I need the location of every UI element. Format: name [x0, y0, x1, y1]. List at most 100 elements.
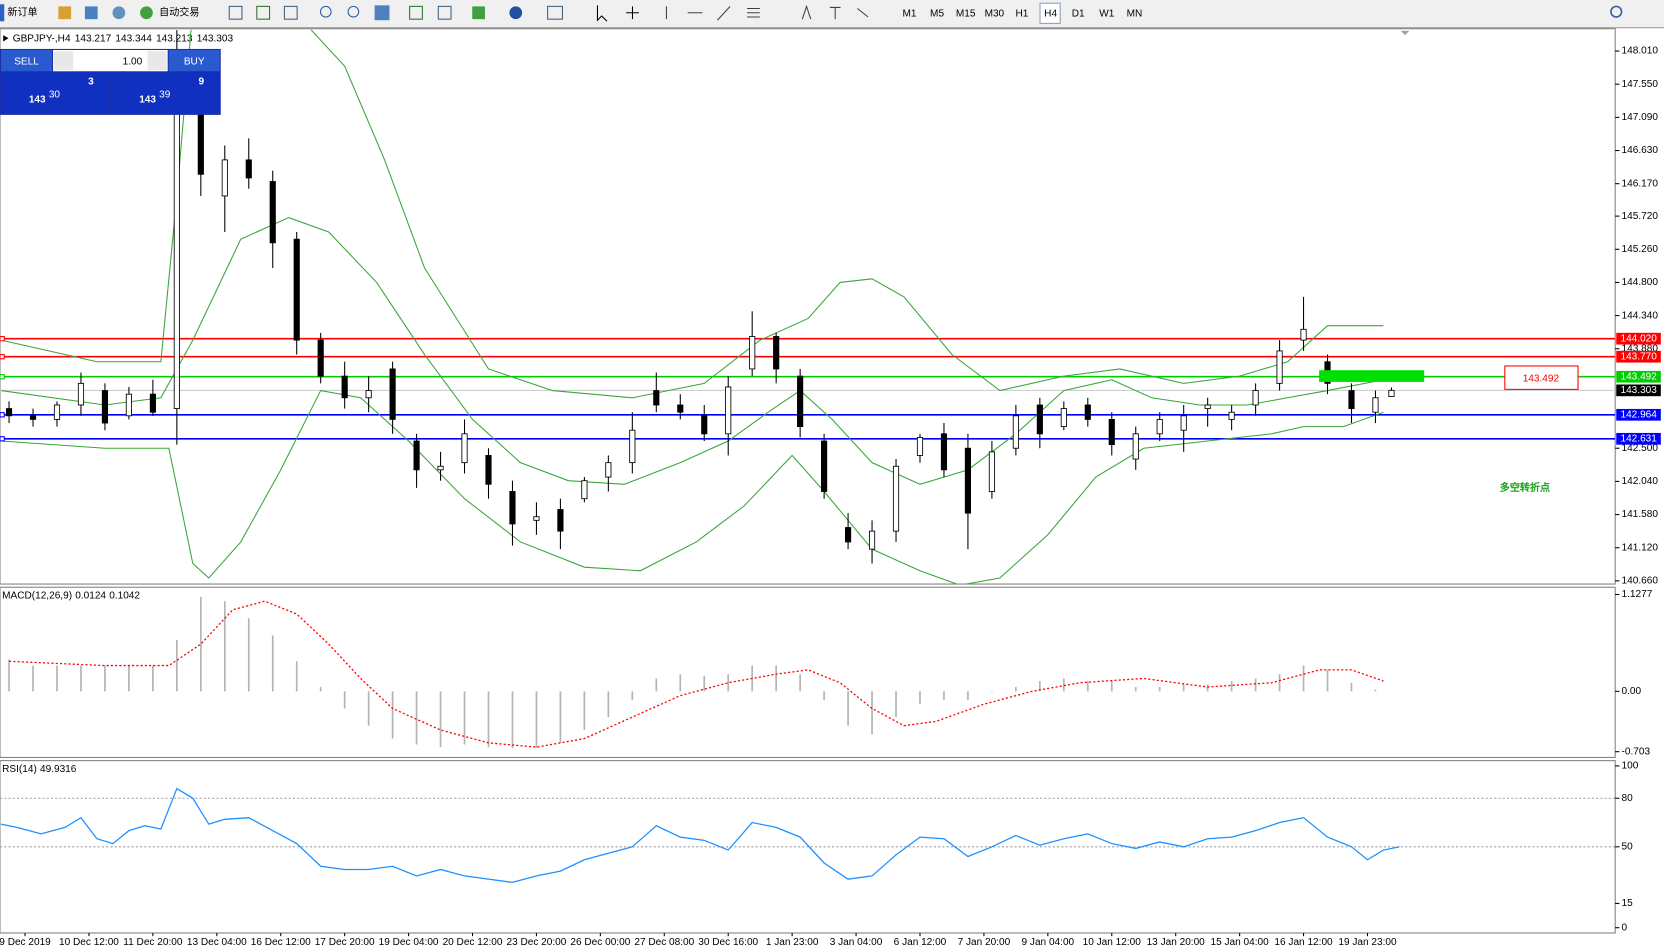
histogram-bar	[1158, 687, 1161, 692]
level-tag	[1616, 370, 1661, 383]
auto-trading-button[interactable]: 自动交易	[159, 5, 199, 18]
search-icon[interactable]	[1610, 5, 1623, 18]
candle-body	[485, 455, 492, 485]
icon[interactable]	[509, 6, 523, 20]
indicator-name: MACD(12,26,9)	[2, 590, 72, 601]
icon[interactable]	[596, 5, 608, 22]
histogram-bar	[1015, 687, 1017, 692]
histogram-bar	[1302, 665, 1305, 692]
x-tick-label: 16 Dec 12:00	[251, 937, 311, 948]
bid-box[interactable]	[2, 72, 110, 113]
histogram-bar	[1110, 681, 1113, 692]
y-tick-label: 143.880	[1622, 343, 1659, 354]
level-tag-label: 143.303	[1620, 385, 1657, 396]
icon[interactable]	[58, 6, 72, 20]
ask-main[interactable]: 39	[159, 89, 171, 100]
icon[interactable]	[547, 5, 563, 20]
y-tick-label: 147.090	[1622, 112, 1659, 123]
icon[interactable]	[140, 6, 153, 20]
candle-body	[677, 404, 684, 413]
icon[interactable]	[472, 6, 485, 20]
histogram-bar	[1062, 678, 1065, 692]
y-tick-label: 148.010	[1622, 46, 1659, 57]
ohlc-reading: 143.303	[197, 33, 234, 44]
x-tick-label: 17 Dec 20:00	[315, 937, 375, 948]
histogram-bar	[463, 691, 466, 745]
lots-field[interactable]	[53, 50, 168, 72]
candle-body	[509, 491, 516, 525]
level-tag	[1616, 332, 1661, 345]
icon[interactable]	[112, 6, 126, 20]
level-tag-label: 143.492	[1620, 371, 1657, 382]
candle-body	[964, 447, 972, 514]
x-tick-label: 6 Jan 12:00	[894, 937, 947, 948]
candle-body	[5, 408, 13, 417]
candle-body	[988, 451, 995, 492]
timeframe-button[interactable]: H4	[1044, 8, 1057, 19]
icon[interactable]	[409, 5, 423, 20]
new-order-button[interactable]: 新订单	[7, 5, 37, 18]
ask-box[interactable]	[112, 72, 220, 113]
lots-down[interactable]	[54, 51, 74, 71]
histogram-bar	[583, 691, 586, 730]
candle-body	[1012, 415, 1019, 449]
icon[interactable]	[84, 6, 98, 20]
timeframe-button[interactable]: MN	[1127, 8, 1143, 19]
histogram-bar	[823, 691, 825, 700]
candle-body	[389, 368, 396, 420]
bid-main[interactable]: 30	[49, 89, 61, 100]
timeframe-button[interactable]: M30	[985, 8, 1005, 19]
candle-body	[1300, 328, 1307, 341]
candle-body	[1180, 415, 1187, 431]
icon[interactable]	[801, 4, 869, 20]
candle-body	[557, 509, 564, 532]
level-handle	[0, 374, 5, 380]
icon[interactable]	[347, 5, 360, 18]
candle-body	[821, 440, 828, 492]
bid-small[interactable]: 3	[88, 77, 94, 88]
timeframe-button[interactable]: D1	[1072, 8, 1085, 19]
buy-label[interactable]: BUY	[184, 56, 205, 67]
x-tick-label: 20 Dec 12:00	[443, 937, 503, 948]
icon[interactable]	[374, 5, 390, 21]
candle-body	[245, 159, 252, 179]
candle-body	[341, 375, 348, 399]
candle-body	[1204, 404, 1211, 410]
timeframe-button[interactable]: M1	[902, 8, 916, 19]
candle-body	[797, 375, 804, 428]
price-box	[1504, 365, 1579, 390]
timeframe-button[interactable]: M5	[930, 8, 944, 19]
lots-value[interactable]: 1.00	[123, 56, 143, 67]
timeframe-button[interactable]: W1	[1099, 8, 1114, 19]
sell-button[interactable]	[1, 50, 52, 72]
histogram-bar	[319, 687, 322, 692]
icon[interactable]	[283, 5, 298, 20]
timeframe-button[interactable]: H1	[1016, 8, 1029, 19]
timeframe-button[interactable]: M15	[956, 8, 976, 19]
icon[interactable]	[256, 5, 271, 20]
shift-marker	[1400, 30, 1410, 36]
candle-body	[749, 336, 756, 370]
sell-label[interactable]: SELL	[14, 56, 39, 67]
icon[interactable]	[626, 6, 639, 20]
level-handle	[0, 336, 5, 342]
buy-button[interactable]	[168, 50, 220, 72]
y-tick-label: 147.550	[1622, 79, 1659, 90]
y-tick-label: 142.500	[1622, 443, 1659, 454]
icon[interactable]	[319, 5, 332, 18]
ask-big[interactable]: 143	[139, 95, 156, 106]
y-tick-label: 140.660	[1622, 576, 1659, 587]
candle-body	[1036, 404, 1043, 435]
band-line	[0, 216, 1384, 485]
candle-body	[77, 382, 85, 406]
candle-body	[125, 393, 132, 417]
icon[interactable]	[665, 6, 760, 21]
icon[interactable]	[437, 5, 452, 20]
ask-small[interactable]: 9	[198, 77, 204, 88]
lots-up[interactable]	[147, 51, 167, 71]
indicator-line	[0, 787, 1400, 884]
x-tick-label: 11 Dec 20:00	[123, 937, 183, 948]
bid-big[interactable]: 143	[29, 95, 46, 106]
icon[interactable]	[228, 5, 243, 20]
